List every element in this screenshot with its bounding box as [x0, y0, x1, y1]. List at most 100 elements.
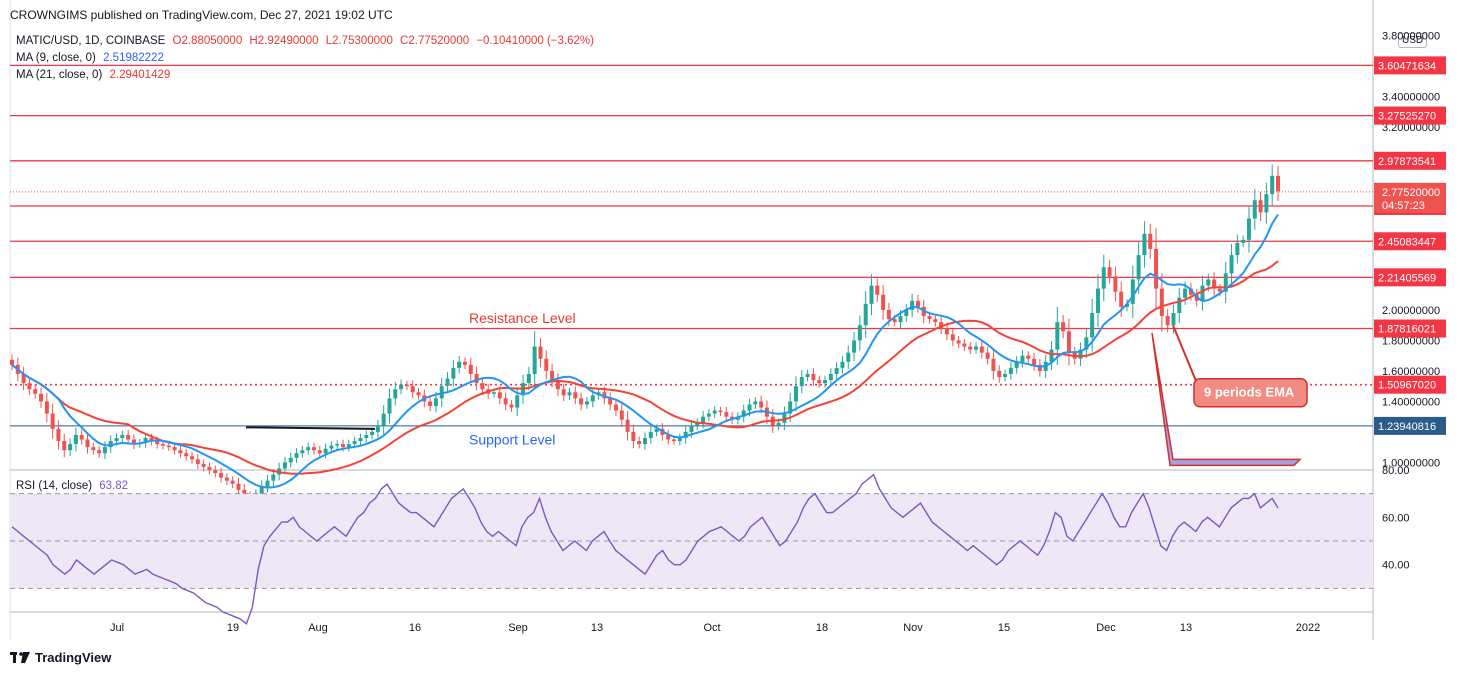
- candle-body: [857, 325, 862, 341]
- candle-body: [462, 361, 467, 365]
- candle-body: [1008, 367, 1013, 374]
- candle-body: [1113, 276, 1118, 292]
- candle-body: [718, 410, 723, 413]
- time-tick-label: 2022: [1296, 622, 1320, 634]
- candle-body: [21, 373, 26, 384]
- time-tick-label: 18: [816, 622, 828, 634]
- candle-body: [265, 480, 270, 487]
- candle-body: [1217, 288, 1222, 292]
- candle-body: [823, 380, 828, 384]
- candle-body: [381, 413, 386, 426]
- candle-body: [979, 346, 984, 353]
- candle-body: [997, 370, 1002, 378]
- candle-body: [666, 434, 671, 440]
- candle-body: [224, 477, 229, 481]
- rsi-tick-label: 40.00: [1382, 560, 1410, 572]
- candle-body: [404, 384, 409, 387]
- candle-body: [457, 361, 462, 368]
- level-price-label: 1.50967020: [1378, 380, 1436, 392]
- candle-body: [213, 470, 218, 474]
- candle-body: [927, 316, 932, 320]
- time-tick-label: 19: [227, 622, 239, 634]
- candle-body: [230, 480, 235, 484]
- candle-body: [335, 444, 340, 446]
- candle-body: [172, 447, 177, 451]
- candle-body: [515, 395, 520, 408]
- level-price-box: [1374, 106, 1446, 125]
- candle-body: [120, 434, 125, 438]
- footer-brand[interactable]: TradingView: [10, 650, 111, 665]
- candle-body: [863, 303, 868, 326]
- price-tick-label: 3.80000000: [1382, 31, 1440, 43]
- time-tick-label: Oct: [703, 622, 720, 634]
- candle-body: [393, 389, 398, 399]
- candle-body: [555, 380, 560, 390]
- candle-body: [56, 428, 61, 442]
- candle-body: [532, 346, 537, 374]
- candle-body: [1119, 291, 1124, 307]
- candle-body: [33, 389, 38, 394]
- footer-brand-label: TradingView: [35, 650, 112, 665]
- level-price-box: [1374, 232, 1446, 251]
- candle-body: [1125, 303, 1130, 307]
- candle-body: [160, 444, 165, 446]
- candle-body: [282, 462, 287, 469]
- ma21-value: 2.29401429: [109, 69, 171, 81]
- candle-body: [683, 431, 688, 438]
- candle-body: [1165, 316, 1170, 326]
- candle-body: [375, 425, 380, 432]
- candle-body: [1136, 255, 1141, 280]
- ohlc-legend: MATIC/USD, 1D, COINBASE O2.88050000 H2.9…: [16, 35, 594, 47]
- candle-body: [846, 352, 851, 362]
- candle-body: [1078, 349, 1083, 359]
- candle-body: [1148, 233, 1153, 249]
- candle-body: [741, 410, 746, 417]
- price-tick-label: 1.80000000: [1382, 335, 1440, 347]
- candle-body: [346, 444, 351, 448]
- candle-body: [956, 340, 961, 344]
- candle-body: [329, 445, 334, 449]
- candle-body: [468, 364, 473, 374]
- candle-body: [370, 431, 375, 435]
- time-tick-label: 16: [409, 622, 421, 634]
- candle-body: [341, 444, 346, 448]
- level-price-box: [1374, 56, 1446, 75]
- candle-body: [944, 328, 949, 335]
- currency-badge[interactable]: USD: [1398, 33, 1428, 48]
- ema-arrow-blue: [1151, 332, 1302, 467]
- candle-body: [1049, 349, 1054, 362]
- candle-body: [364, 434, 369, 438]
- rsi-tick-label: 60.00: [1382, 512, 1410, 524]
- candle-body: [1264, 194, 1269, 213]
- candle-body: [480, 383, 485, 390]
- candle-body: [300, 450, 305, 454]
- time-tick-label: Dec: [1096, 622, 1116, 634]
- candle-body: [538, 346, 543, 359]
- candle-body: [497, 392, 502, 399]
- candle-body: [608, 398, 613, 405]
- candle-body: [631, 431, 636, 442]
- candle-body: [724, 412, 729, 417]
- candle-body: [625, 419, 630, 432]
- candle-body: [445, 378, 450, 387]
- candle-body: [968, 346, 973, 350]
- level-price-box: [1374, 375, 1446, 394]
- candle-body: [985, 352, 990, 359]
- tradingview-logo-icon: [10, 651, 30, 663]
- ma21-line: [11, 260, 1279, 475]
- candle-body: [584, 401, 589, 405]
- candle-body: [747, 404, 752, 411]
- candle-body: [1026, 355, 1031, 359]
- candle-body: [840, 361, 845, 368]
- candle-body: [817, 380, 822, 384]
- candle-body: [428, 401, 433, 406]
- candle-body: [195, 459, 200, 464]
- time-tick-label: Sep: [508, 622, 528, 634]
- candle-body: [1212, 279, 1217, 289]
- candle-body: [79, 434, 84, 440]
- candle-body: [567, 392, 572, 396]
- price-tick-label: 3.40000000: [1382, 92, 1440, 104]
- ma9-line: [11, 213, 1279, 489]
- candle-body: [1159, 288, 1164, 317]
